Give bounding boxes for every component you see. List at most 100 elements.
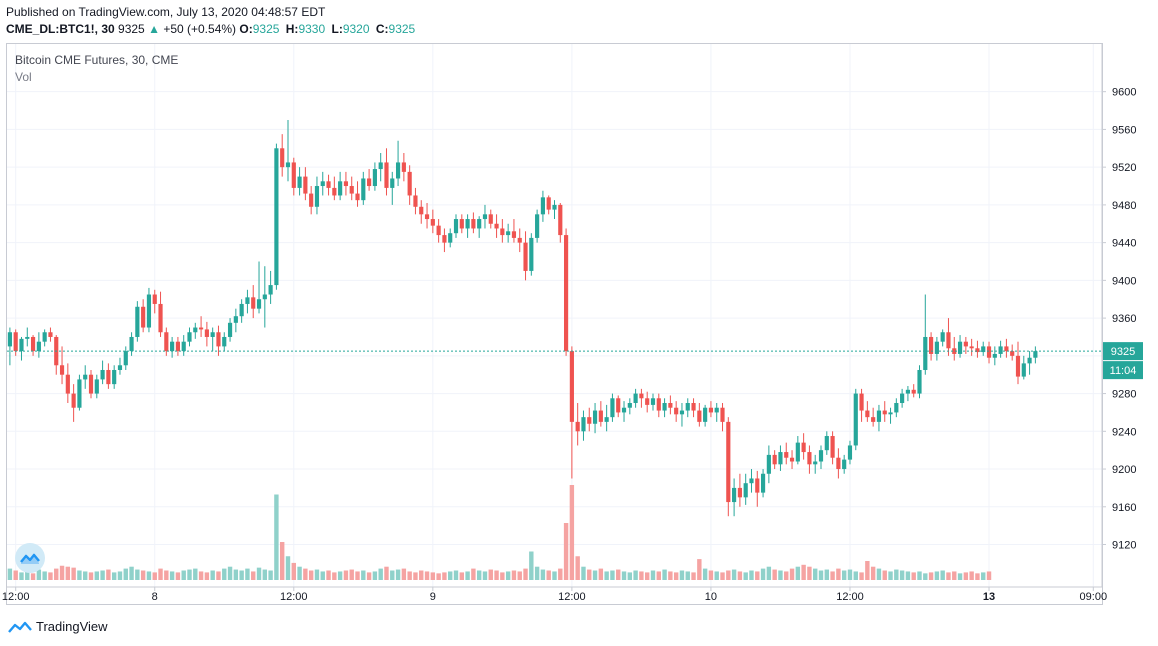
volume-bar bbox=[639, 571, 644, 580]
volume-bar bbox=[917, 571, 922, 580]
candle-body bbox=[865, 410, 870, 418]
volume-bar bbox=[117, 571, 123, 580]
candle-body bbox=[720, 407, 725, 422]
volume-bar bbox=[708, 570, 714, 580]
volume-bar bbox=[227, 566, 233, 580]
volume-bar bbox=[349, 569, 354, 580]
volume-bar bbox=[517, 571, 522, 580]
last-price: 9325 bbox=[118, 22, 145, 36]
volume-bar bbox=[847, 569, 853, 580]
volume-bar bbox=[83, 571, 88, 580]
symbol-name[interactable]: CME_DL:BTC1!, 30 bbox=[6, 22, 115, 36]
volume-bar bbox=[946, 572, 951, 580]
volume-bar bbox=[13, 570, 18, 580]
volume-bar bbox=[813, 568, 818, 580]
candle-body bbox=[123, 351, 128, 366]
candle-body bbox=[430, 219, 435, 226]
candle-body bbox=[662, 403, 667, 411]
candle-body bbox=[766, 454, 771, 474]
volume-bar bbox=[552, 571, 557, 580]
volume-bar bbox=[778, 570, 783, 580]
candle-body bbox=[506, 231, 511, 236]
candles bbox=[7, 119, 1038, 517]
tradingview-footer-logo-icon bbox=[8, 621, 32, 633]
candle-body bbox=[7, 332, 12, 347]
volume-bar bbox=[268, 570, 273, 580]
volume-bar bbox=[181, 570, 186, 580]
volume-bar bbox=[975, 573, 980, 580]
candle-body bbox=[917, 369, 922, 394]
candle-body bbox=[106, 369, 111, 385]
footer-brand[interactable]: TradingView bbox=[36, 619, 108, 634]
volume-bar bbox=[7, 568, 13, 580]
volume-bar bbox=[152, 572, 157, 580]
candle-body bbox=[459, 219, 464, 229]
volume-bar bbox=[784, 571, 789, 580]
candle-body bbox=[1015, 355, 1021, 377]
candle-body bbox=[604, 417, 609, 422]
volume-bar bbox=[424, 571, 430, 580]
candle-body bbox=[836, 457, 841, 470]
candle-body bbox=[998, 346, 1003, 354]
candle-body bbox=[552, 204, 557, 210]
candle-body bbox=[894, 403, 899, 413]
candle-body bbox=[876, 410, 882, 422]
volume-bar bbox=[604, 571, 609, 580]
candle-body bbox=[598, 410, 603, 422]
volume-bar bbox=[691, 572, 696, 580]
chart-legend-title[interactable]: Bitcoin CME Futures, 30, CME bbox=[15, 53, 179, 67]
candle-body bbox=[42, 332, 47, 342]
volume-bar bbox=[986, 571, 992, 580]
candle-body bbox=[1021, 363, 1026, 377]
price-tags: 9325 11:04 bbox=[1103, 342, 1143, 380]
volume-bar bbox=[888, 571, 893, 580]
price-tick-label: 9240 bbox=[1112, 426, 1136, 438]
symbol-quote-line: CME_DL:BTC1!, 30 9325 ▲ +50 (+0.54%) O:9… bbox=[6, 22, 418, 36]
low-value: 9320 bbox=[342, 22, 370, 36]
volume-legend[interactable]: Vol bbox=[15, 70, 32, 84]
candle-body bbox=[193, 327, 198, 333]
candle-body bbox=[251, 297, 256, 309]
volume-bar bbox=[65, 566, 71, 580]
candle-body bbox=[256, 299, 262, 309]
volume-bar bbox=[482, 571, 488, 580]
volume-bar bbox=[644, 572, 650, 580]
volume-bar bbox=[245, 568, 250, 580]
volume-bar bbox=[894, 569, 899, 580]
candle-body bbox=[500, 228, 505, 236]
candle-body bbox=[900, 393, 905, 404]
volume-bar bbox=[616, 569, 621, 580]
candle-body bbox=[175, 341, 180, 352]
volume-bar bbox=[303, 568, 308, 580]
candle-body bbox=[210, 332, 215, 337]
price-tick-label: 9280 bbox=[1112, 389, 1136, 401]
volume-bar bbox=[430, 572, 436, 580]
candle-body bbox=[616, 398, 621, 413]
volume-bar bbox=[865, 561, 870, 580]
candle-body bbox=[199, 327, 204, 330]
volume-bar bbox=[911, 572, 916, 580]
volume-bar bbox=[413, 572, 418, 580]
candle-body bbox=[575, 421, 580, 432]
candle-body bbox=[361, 178, 366, 201]
volume-bar bbox=[818, 570, 824, 580]
time-tick-label: 10 bbox=[705, 591, 717, 603]
volume-bar bbox=[326, 570, 331, 580]
volume-bar bbox=[332, 572, 337, 580]
volume-bar bbox=[923, 573, 928, 580]
volume-bar bbox=[187, 569, 192, 580]
candle-body bbox=[847, 445, 853, 460]
candle-body bbox=[83, 374, 88, 380]
volume-bar bbox=[314, 569, 320, 580]
candle-body bbox=[732, 487, 737, 503]
tradingview-badge[interactable] bbox=[15, 543, 45, 573]
tradingview-logo-icon bbox=[20, 553, 40, 564]
volume-bar bbox=[511, 570, 517, 580]
volume-bar bbox=[575, 556, 580, 580]
volume-bar bbox=[488, 569, 493, 580]
candle-body bbox=[216, 332, 221, 347]
volume-bar bbox=[164, 570, 169, 580]
candle-body bbox=[100, 369, 105, 380]
candle-body bbox=[627, 403, 632, 408]
